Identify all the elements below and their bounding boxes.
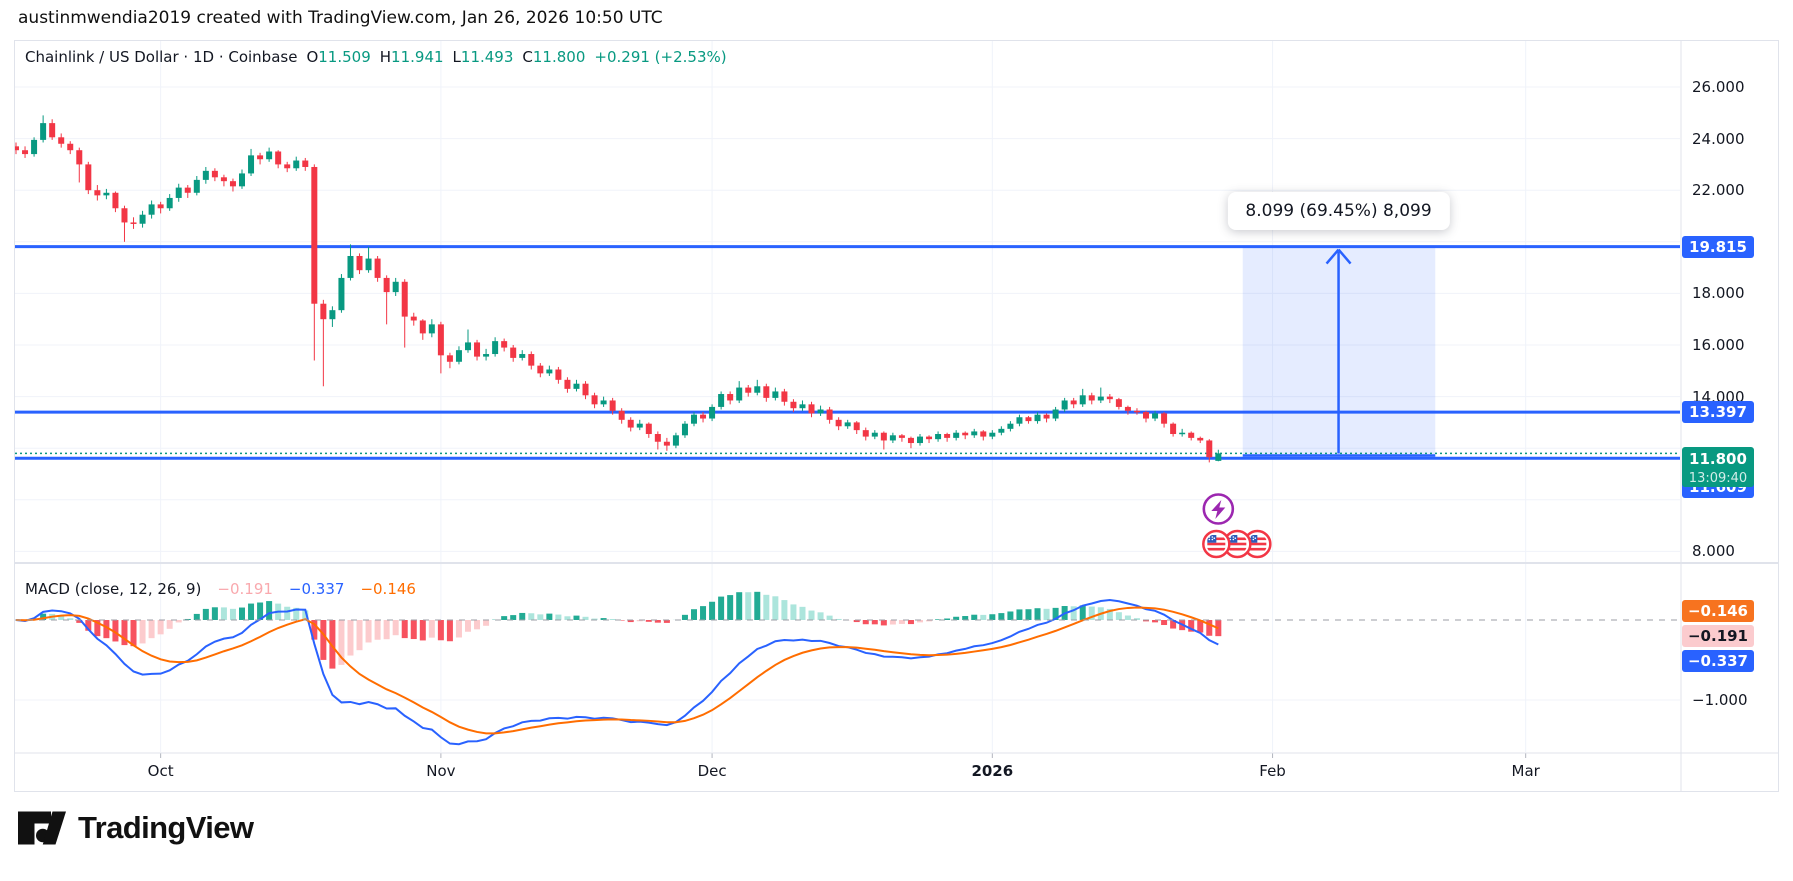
symbol-change: +0.291 (+2.53%) xyxy=(594,48,727,66)
price-tick-label: 16.000 xyxy=(1692,336,1745,354)
price-tick-label: 14.000 xyxy=(1692,387,1745,406)
macd-histogram-value: −0.191 xyxy=(217,580,273,598)
price-tick-label: 18.000 xyxy=(1692,284,1745,303)
time-tick-label: Dec xyxy=(697,762,727,780)
ohlc-low: L11.493 xyxy=(452,48,514,66)
price-tick-label: 26.000 xyxy=(1692,78,1745,96)
time-tick-label: Oct xyxy=(147,762,174,780)
bar-countdown: 13:09:40 xyxy=(1688,471,1748,487)
us-economic-event-icon[interactable] xyxy=(1243,529,1272,559)
time-tick-label: Nov xyxy=(426,762,456,780)
lightning-event-icon[interactable] xyxy=(1202,493,1235,525)
tradingview-logo-icon xyxy=(18,811,66,845)
macd-tick-label: −1.000 xyxy=(1692,691,1748,709)
current-price-badge: 11.800 13:09:40 xyxy=(1682,447,1754,488)
macd-histogram-badge: −0.191 xyxy=(1682,625,1754,647)
price-tick-label: 8.000 xyxy=(1692,542,1735,561)
macd-signal-badge: −0.146 xyxy=(1682,600,1754,622)
symbol-legend[interactable]: Chainlink / US Dollar · 1D · Coinbase O1… xyxy=(25,48,727,66)
ohlc-open: O11.509 xyxy=(306,48,371,66)
macd-line-badge: −0.337 xyxy=(1682,650,1754,672)
ohlc-high: H11.941 xyxy=(379,48,444,66)
measurement-tooltip: 8.099 (69.45%) 8,099 xyxy=(1227,192,1450,230)
us-economic-event-icon[interactable] xyxy=(1202,529,1231,559)
macd-signal-value: −0.146 xyxy=(360,580,416,598)
tradingview-logo-text: TradingView xyxy=(78,810,254,845)
macd-legend-title: MACD (close, 12, 26, 9) xyxy=(25,580,202,598)
level-price-badge: 13.397 xyxy=(1682,401,1754,424)
macd-legend[interactable]: MACD (close, 12, 26, 9) −0.191 −0.337 −0… xyxy=(25,580,416,598)
price-tick-label: 22.000 xyxy=(1692,181,1745,200)
tradingview-logo[interactable]: TradingView xyxy=(18,810,254,846)
level-price-badge: 19.815 xyxy=(1682,235,1754,258)
ohlc-close: C11.800 xyxy=(522,48,586,66)
attribution-text: austinmwendia2019 created with TradingVi… xyxy=(18,8,663,28)
time-tick-label: Mar xyxy=(1511,762,1540,780)
time-tick-label: Feb xyxy=(1259,762,1286,780)
time-tick-label: 2026 xyxy=(971,762,1014,780)
macd-line-value: −0.337 xyxy=(288,580,345,598)
symbol-title: Chainlink / US Dollar · 1D · Coinbase xyxy=(25,48,298,66)
price-tick-label: 24.000 xyxy=(1692,129,1745,148)
